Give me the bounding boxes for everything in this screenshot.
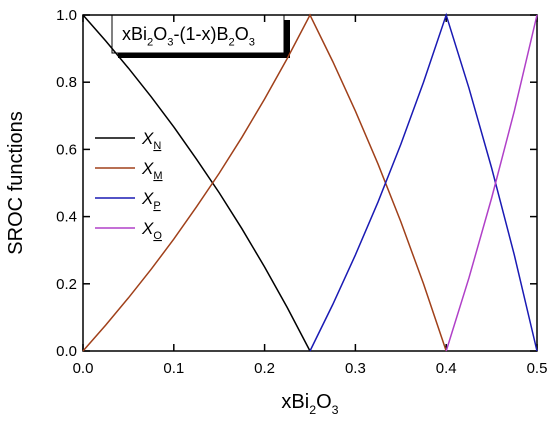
legend-label: XM (141, 159, 163, 182)
legend-label: XO (141, 219, 162, 242)
legend-symbol: X (141, 189, 154, 208)
x-axis-label: xBi2O3 (281, 391, 338, 417)
text-part: 3 (332, 403, 339, 417)
y-tick-label: 0.4 (56, 209, 77, 226)
annotation-box (111, 14, 285, 54)
text-part: 2 (147, 36, 153, 48)
text-part: 3 (249, 36, 255, 48)
x-tick-label: 0.2 (254, 360, 275, 377)
text-part: 3 (167, 36, 173, 48)
series-line (445, 14, 538, 352)
annotation: xBi2O3-(1-x)B2O3 (122, 24, 255, 48)
text-part: O (235, 24, 249, 44)
series-line (309, 12, 538, 352)
x-tick-label: 0.4 (436, 360, 457, 377)
legend-label: XN (141, 129, 161, 152)
plot-frame (82, 14, 538, 352)
legend-subscript: O (153, 230, 162, 242)
series-line (82, 13, 447, 352)
legend-symbol: X (141, 129, 154, 148)
legend-label: XP (141, 189, 161, 212)
legend-symbol: X (141, 219, 154, 238)
legend-subscript: M (153, 170, 162, 182)
x-tick-label: 0.5 (527, 360, 548, 377)
legend-subscript: N (153, 140, 161, 152)
text-part: O (316, 391, 332, 413)
y-tick-label: 0.2 (56, 276, 77, 293)
legend-subscript: P (153, 200, 160, 212)
text-part: 2 (228, 36, 234, 48)
y-tick-label: 0.8 (56, 74, 77, 91)
x-tick-label: 0.0 (73, 360, 94, 377)
legend-symbol: X (141, 159, 154, 178)
y-tick-label: 0.6 (56, 141, 77, 158)
text-part: O (153, 24, 167, 44)
y-tick-label: 0.0 (56, 343, 77, 360)
text-part: xBi (281, 391, 309, 413)
text-part: -(1-x)B (173, 24, 228, 44)
y-axis-label: SROC functions (5, 111, 27, 254)
y-tick-label: 1.0 (56, 7, 77, 24)
text-part: xBi (122, 24, 147, 44)
x-tick-label: 0.1 (163, 360, 184, 377)
series-line (82, 14, 311, 352)
text-part: 2 (309, 403, 316, 417)
x-tick-label: 0.3 (345, 360, 366, 377)
